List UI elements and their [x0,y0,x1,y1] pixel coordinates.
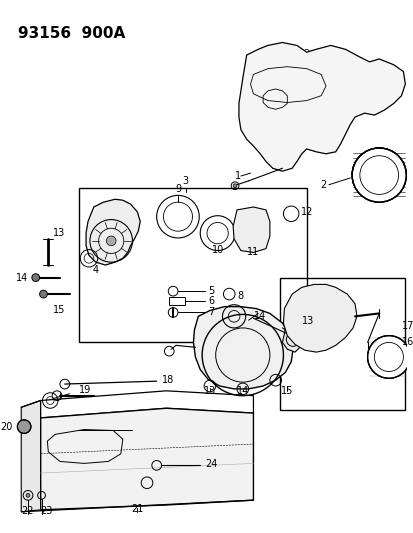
Text: 6: 6 [207,296,214,306]
Text: 93156  900A: 93156 900A [18,26,125,41]
Polygon shape [21,400,40,512]
Circle shape [26,494,30,497]
Text: 13: 13 [203,386,216,395]
Text: 9: 9 [174,184,180,195]
Text: 15: 15 [53,305,65,314]
Text: 23: 23 [40,506,53,515]
Polygon shape [282,326,301,352]
Circle shape [17,420,31,433]
Bar [279,278,404,410]
Text: 12: 12 [300,207,313,217]
Text: 21: 21 [131,504,143,514]
Text: 17: 17 [401,321,413,331]
Text: 13: 13 [301,316,313,326]
Text: 13: 13 [53,228,65,238]
Text: 14: 14 [236,386,248,395]
Text: 5: 5 [207,286,214,296]
Polygon shape [238,43,404,171]
Circle shape [233,184,236,188]
Polygon shape [86,199,140,265]
Text: 18: 18 [161,375,173,385]
Text: 2: 2 [319,180,325,190]
Polygon shape [283,285,356,352]
Circle shape [32,274,40,281]
Circle shape [351,148,405,202]
Text: 3: 3 [182,176,188,185]
Text: 24: 24 [204,459,217,470]
Text: 4: 4 [93,265,99,274]
Text: 1: 1 [234,171,240,181]
Polygon shape [193,306,292,389]
Text: 16: 16 [401,337,413,348]
Polygon shape [233,207,269,253]
Circle shape [367,336,409,378]
Text: 14: 14 [254,311,266,320]
Bar [79,188,306,342]
Text: 8: 8 [236,291,242,301]
Text: 7: 7 [207,308,214,318]
Circle shape [40,290,47,298]
Text: 15: 15 [280,386,293,395]
Bar [169,297,184,305]
Text: 22: 22 [21,506,33,515]
Text: 10: 10 [211,245,223,255]
Circle shape [106,236,116,246]
Text: 11: 11 [247,247,259,257]
Text: 19: 19 [79,385,91,395]
Text: 20: 20 [0,422,12,432]
Polygon shape [40,408,253,510]
Text: 14: 14 [16,272,28,282]
